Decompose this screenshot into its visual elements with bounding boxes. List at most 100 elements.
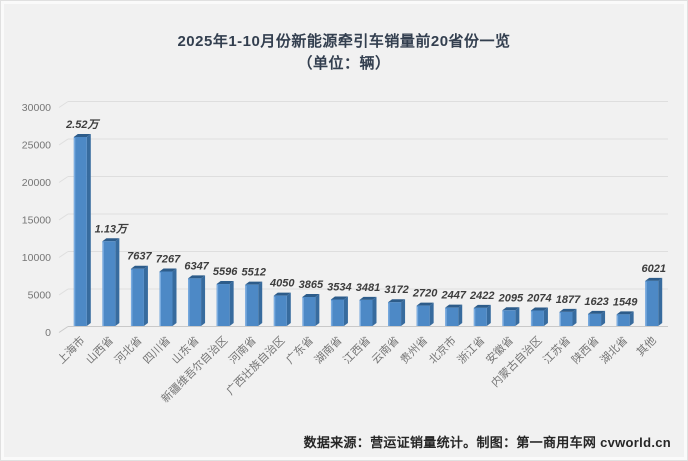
bar bbox=[445, 307, 459, 326]
bar-top-face bbox=[530, 307, 548, 311]
bar-side-face bbox=[172, 268, 177, 326]
y-axis-tick-label: 25000 bbox=[22, 140, 51, 152]
y-axis-depth-tick bbox=[58, 176, 69, 183]
y-axis-tick-label: 15000 bbox=[22, 215, 51, 227]
bar bbox=[588, 313, 602, 326]
bar-side-face bbox=[458, 304, 463, 326]
bar-side-face bbox=[486, 304, 491, 326]
bar-value-label: 3481 bbox=[356, 282, 380, 294]
bar-value-label: 1549 bbox=[613, 296, 638, 308]
bar-top-face bbox=[359, 296, 377, 300]
bar bbox=[273, 295, 287, 326]
bar bbox=[388, 302, 402, 326]
bar bbox=[530, 310, 544, 326]
bar-value-label: 2095 bbox=[498, 292, 524, 304]
bar-side-face bbox=[143, 265, 148, 326]
bar-top-face bbox=[302, 294, 320, 298]
bar-top-face bbox=[416, 302, 434, 306]
y-axis-tick-label: 0 bbox=[45, 327, 51, 339]
bar-top-face bbox=[273, 292, 291, 296]
bar-top-face bbox=[188, 275, 206, 279]
bar bbox=[245, 284, 259, 326]
x-axis-label: 浙江省 bbox=[455, 334, 488, 367]
y-axis-tick-label: 20000 bbox=[22, 177, 51, 189]
x-axis-label: 上海市 bbox=[54, 333, 87, 366]
bar-top-face bbox=[73, 134, 91, 137]
x-axis-label: 湖北省 bbox=[598, 334, 631, 367]
bar bbox=[330, 299, 344, 326]
bar-side-face bbox=[401, 299, 406, 326]
bar-value-label: 2074 bbox=[526, 292, 551, 304]
bar-top-face bbox=[388, 299, 406, 303]
bar-value-label: 2.52万 bbox=[65, 119, 100, 131]
bar-top-face bbox=[245, 281, 263, 285]
x-axis-label: 广东省 bbox=[283, 334, 316, 367]
bar-top-face bbox=[559, 308, 577, 312]
bar-value-label: 6347 bbox=[184, 260, 209, 272]
bar-value-label: 5512 bbox=[241, 267, 265, 279]
y-axis-depth-tick bbox=[58, 251, 69, 258]
bar-side-face bbox=[372, 296, 377, 326]
bar bbox=[502, 310, 516, 326]
x-axis-label: 河北省 bbox=[112, 334, 145, 367]
bar bbox=[73, 137, 87, 326]
x-axis-label: 四川省 bbox=[141, 334, 174, 367]
bar-side-face bbox=[658, 277, 663, 326]
bar-top-face bbox=[502, 307, 520, 311]
x-axis-label: 其他 bbox=[634, 334, 659, 359]
x-axis-label: 山西省 bbox=[83, 334, 116, 367]
bar-side-face bbox=[201, 275, 206, 326]
bar-value-label: 1877 bbox=[556, 294, 581, 306]
x-axis-label: 贵州省 bbox=[398, 334, 431, 367]
bar bbox=[359, 299, 373, 326]
x-axis-label: 云南省 bbox=[369, 334, 402, 367]
y-axis-depth-tick bbox=[58, 213, 69, 221]
chart-title: 2025年1-10月份新能源牵引车销量前20省份一览 （单位：辆） bbox=[1, 31, 687, 75]
bar-value-label: 1.13万 bbox=[95, 223, 129, 235]
x-axis-label: 湖南省 bbox=[312, 334, 345, 367]
bar-top-face bbox=[473, 304, 491, 308]
bar-side-face bbox=[429, 302, 434, 326]
bar-value-label: 3865 bbox=[299, 279, 324, 291]
bar-side-face bbox=[601, 310, 606, 326]
bar bbox=[216, 284, 230, 326]
y-axis-tick-label: 30000 bbox=[22, 102, 51, 114]
bar bbox=[559, 311, 573, 326]
y-axis-depth-tick bbox=[58, 138, 69, 146]
bar-side-face bbox=[229, 281, 234, 326]
y-axis-depth-tick bbox=[58, 326, 69, 333]
bar-value-label: 3534 bbox=[327, 281, 351, 293]
bar bbox=[130, 268, 144, 326]
bar-value-label: 7267 bbox=[156, 253, 181, 265]
chart-title-line1: 2025年1-10月份新能源牵引车销量前20省份一览 bbox=[177, 33, 511, 50]
bar bbox=[473, 307, 487, 326]
bar-value-label: 2447 bbox=[440, 290, 466, 302]
x-axis-label: 陕西省 bbox=[568, 333, 601, 366]
bar-value-label: 5596 bbox=[213, 266, 238, 278]
bar bbox=[616, 314, 630, 326]
bar-value-label: 3172 bbox=[384, 284, 408, 296]
bar bbox=[159, 271, 173, 326]
bar-side-face bbox=[86, 134, 91, 326]
bar-side-face bbox=[115, 238, 120, 326]
bar-value-label: 1623 bbox=[584, 296, 608, 308]
bar-side-face bbox=[543, 307, 548, 326]
bar-side-face bbox=[315, 294, 320, 326]
bar-side-face bbox=[515, 307, 520, 326]
x-axis-label: 江西省 bbox=[341, 334, 374, 367]
bar bbox=[188, 278, 202, 326]
bar-value-label: 2720 bbox=[412, 288, 438, 300]
bar-value-label: 2422 bbox=[469, 290, 494, 302]
bar bbox=[302, 297, 316, 326]
chart-title-line2: （单位：辆） bbox=[297, 55, 391, 72]
bar bbox=[416, 305, 430, 326]
bar-side-face bbox=[343, 296, 348, 326]
y-axis-tick-label: 5000 bbox=[28, 290, 52, 302]
bar-top-face bbox=[159, 268, 177, 272]
bar-value-label: 4050 bbox=[269, 278, 295, 290]
bar-top-face bbox=[102, 238, 120, 242]
bar bbox=[102, 241, 116, 326]
bar-top-face bbox=[216, 281, 234, 285]
bar-top-face bbox=[616, 311, 634, 315]
